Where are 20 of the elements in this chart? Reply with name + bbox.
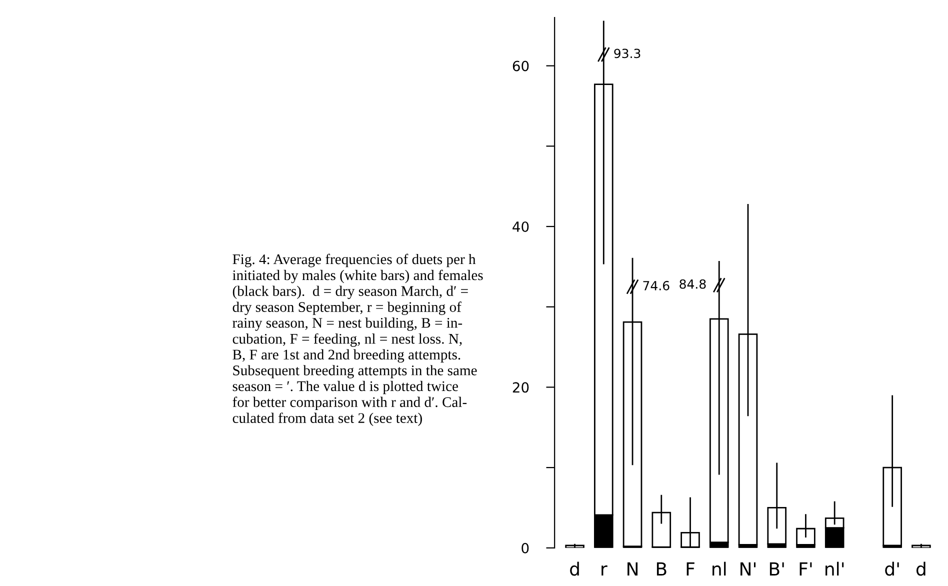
x-tick-label: nl' xyxy=(826,562,844,576)
x-tick-label: F' xyxy=(800,562,812,576)
x-tick-label: d xyxy=(916,562,926,576)
annotation: 93.3 xyxy=(614,48,640,58)
text: Fig. 4: Average frequencies of duets per h initiated by males (white bars) and females (black bars). d = dry season March, d′ = dry season September, r = beginning of rainy season, N = nest building, B = in- cubation, F = feeding, nl = nest loss. N, B, F are 1st and 2nd breeding attempts. Subsequent breeding attempts in the same season = ′. The value d is plotted twice for better comparison with r and d′. Cal- culated from data set 2 (see text) xyxy=(232,254,483,426)
annotation: 84.8 xyxy=(680,279,706,289)
x-tick-label: N' xyxy=(740,562,756,576)
x-tick-label: N xyxy=(628,562,638,576)
x-tick-label: B' xyxy=(770,562,784,576)
y-tick-label: 20 xyxy=(512,382,529,393)
x-tick-label: r xyxy=(602,565,608,576)
y-tick-label: 40 xyxy=(512,221,529,232)
x-tick-label: d xyxy=(570,562,579,576)
x-tick-label: nl xyxy=(712,562,726,576)
y-tick-label: 60 xyxy=(512,60,529,72)
annotation: 74.6 xyxy=(643,280,670,290)
x-tick-label: d' xyxy=(885,562,899,576)
x-tick-label: F xyxy=(686,562,694,576)
x-tick-label: B xyxy=(656,562,666,576)
y-tick-label: 0 xyxy=(522,542,529,554)
